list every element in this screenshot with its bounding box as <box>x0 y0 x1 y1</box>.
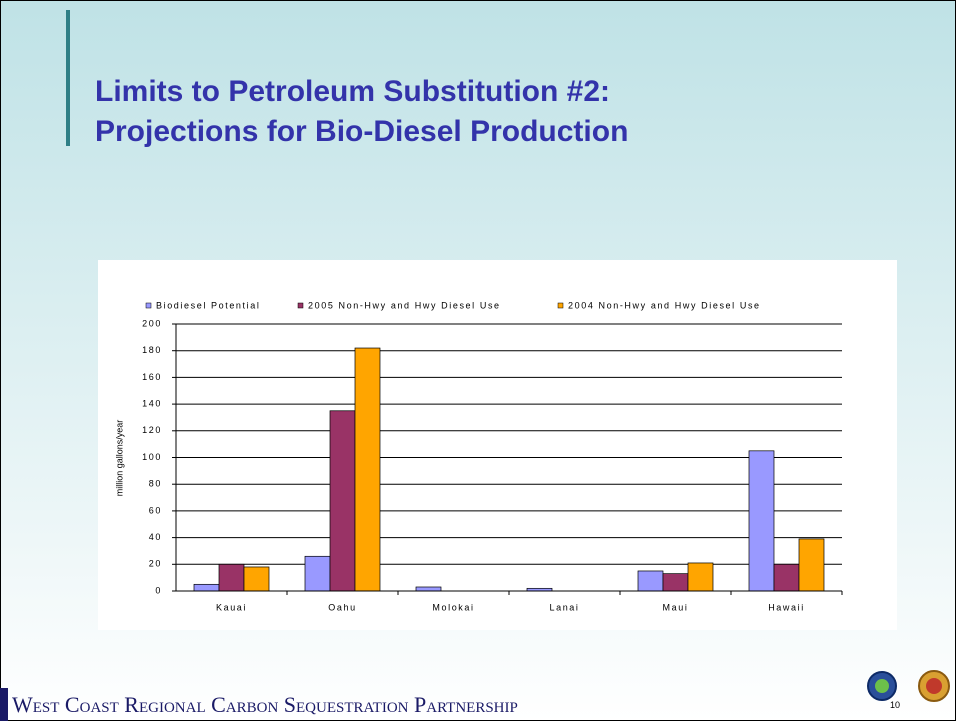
y-tick-label: 140 <box>142 398 162 408</box>
bar <box>748 450 775 592</box>
slide-title: Projections for Bio-Diesel Production <box>95 115 628 148</box>
x-tick-label: Hawaii <box>768 602 805 612</box>
y-tick-label: 80 <box>149 479 162 489</box>
y-axis-title: million gallons/year <box>114 420 124 497</box>
bar <box>193 583 220 592</box>
bar <box>798 538 825 592</box>
legend-swatch <box>145 302 152 309</box>
y-tick-label: 0 <box>155 585 162 595</box>
legend-label: Biodiesel Potential <box>156 300 260 310</box>
y-tick-label: 160 <box>142 372 162 382</box>
logo <box>875 679 889 693</box>
bar <box>304 555 331 592</box>
bar <box>329 410 356 592</box>
bar <box>243 566 270 592</box>
x-tick-label: Lanai <box>549 602 579 612</box>
bar <box>415 586 442 592</box>
y-tick-label: 180 <box>142 345 162 355</box>
y-tick-label: 120 <box>142 425 162 435</box>
y-tick-label: 100 <box>142 452 162 462</box>
logo <box>926 678 942 694</box>
legend-swatch <box>557 302 564 309</box>
legend-label: 2005 Non-Hwy and Hwy Diesel Use <box>308 300 501 310</box>
bar <box>662 573 689 592</box>
x-tick-label: Maui <box>663 602 689 612</box>
x-tick-label: Kauai <box>216 602 247 612</box>
footer-bar <box>0 688 8 721</box>
footer: West Coast Regional Carbon Sequestration… <box>12 692 518 717</box>
x-tick-label: Molokai <box>432 602 474 612</box>
y-tick-label: 40 <box>149 532 162 542</box>
y-tick-label: 60 <box>149 505 162 515</box>
y-tick-label: 200 <box>142 318 162 328</box>
legend-swatch <box>297 302 304 309</box>
legend-label: 2004 Non-Hwy and Hwy Diesel Use <box>568 300 761 310</box>
bar <box>637 570 664 592</box>
bar <box>687 562 714 592</box>
y-tick-label: 20 <box>149 559 162 569</box>
page-number: 10 <box>890 700 900 710</box>
slide-title: Limits to Petroleum Substitution #2: <box>95 75 610 108</box>
bar <box>218 563 245 592</box>
bar <box>773 563 800 592</box>
x-tick-label: Oahu <box>328 602 356 612</box>
bar <box>354 347 381 592</box>
